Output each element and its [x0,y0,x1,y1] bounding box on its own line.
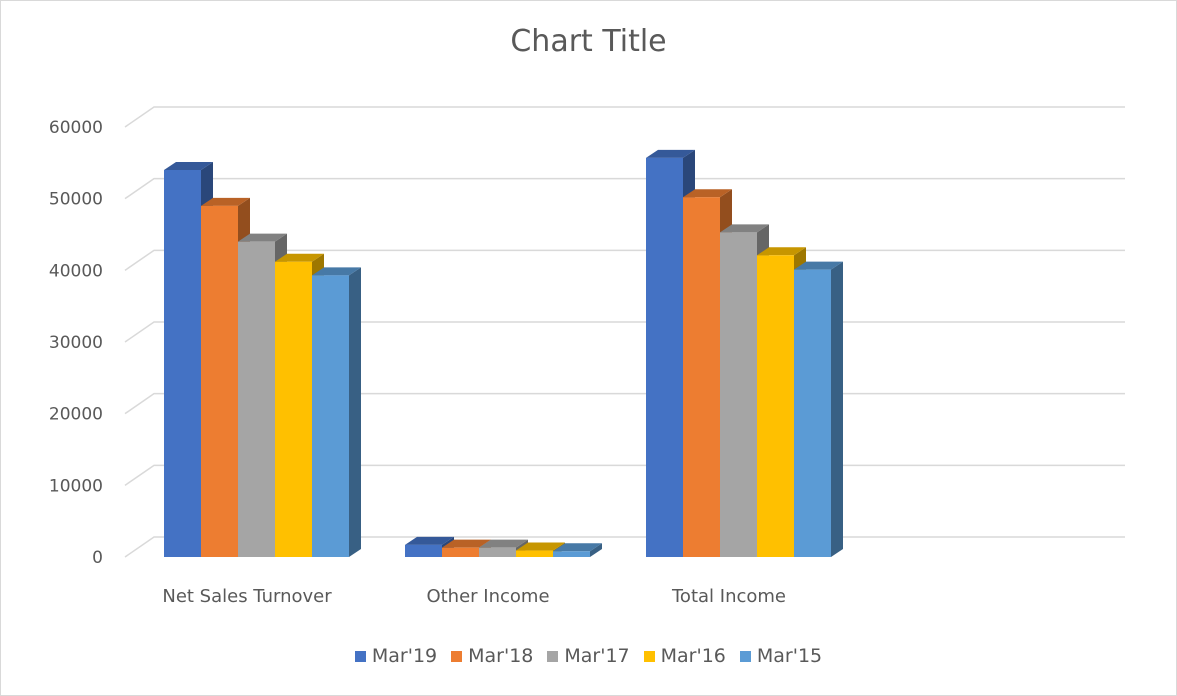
y-tick-label: 0 [92,548,103,568]
y-tick-label: 20000 [49,405,103,425]
bar-top [164,162,213,170]
bar-top [312,267,361,276]
legend-swatch [451,650,463,662]
bar-side [831,261,843,557]
legend-swatch [643,650,655,662]
legend-item: Mar'16 [643,645,726,667]
chart-title: Chart Title [510,24,667,59]
bar-top [720,224,769,233]
y-tick-label: 60000 [49,118,103,138]
legend-item: Mar'15 [739,645,823,667]
bar-front [164,170,201,557]
legend: Mar'19 Mar'18 Mar'17 Mar'16 Mar'15 [0,645,1177,667]
bar-front [275,261,312,557]
bar-front [794,269,831,557]
legend-swatch [739,650,751,662]
bar-front [201,205,238,558]
bar-top [405,536,454,545]
bar-top [238,233,287,242]
bar-front [646,157,683,558]
bar-front [479,547,516,557]
bar-top [683,189,732,198]
bar-front [757,255,794,558]
y-tick-label: 10000 [49,476,103,496]
bar-front [720,232,757,557]
bar-top [757,247,806,256]
bar [757,247,806,558]
gridline [124,106,1125,128]
bar-top [794,261,843,270]
bar-front [238,241,275,557]
bar-top [553,543,602,552]
legend-label: Mar'19 [371,645,438,667]
legend-swatch [354,650,366,662]
bar-front [516,550,553,557]
legend-item: Mar'18 [451,645,533,667]
bar-front [312,275,349,557]
bar-top [201,197,250,206]
bar-top [479,539,528,548]
gridline [124,177,1125,200]
bar-top [442,539,491,548]
legend-item: Mar'17 [547,645,630,667]
category-label: Other Income [426,586,549,607]
bar [794,261,843,557]
legend-label: Mar'17 [564,645,630,667]
legend-label: Mar'16 [660,645,726,667]
bar-front [683,197,720,557]
bar-top [516,542,565,551]
bar-top [646,149,695,158]
category-label: Total Income [671,586,786,607]
bar-front [405,544,442,557]
legend-label: Mar'18 [468,645,534,667]
bar [553,543,602,557]
y-tick-label: 30000 [49,333,103,353]
category-label: Net Sales Turnover [162,586,332,607]
bar-side [349,267,361,557]
legend-swatch [547,650,559,662]
bar [312,267,361,557]
y-tick-label: 40000 [49,261,103,281]
bar-front [553,551,590,557]
bar-side [590,543,602,557]
y-tick-label: 50000 [49,190,103,210]
bar-front [442,547,479,557]
bar-top [275,253,324,262]
legend-label: Mar'15 [756,645,823,667]
legend-item: Mar'19 [354,645,438,667]
